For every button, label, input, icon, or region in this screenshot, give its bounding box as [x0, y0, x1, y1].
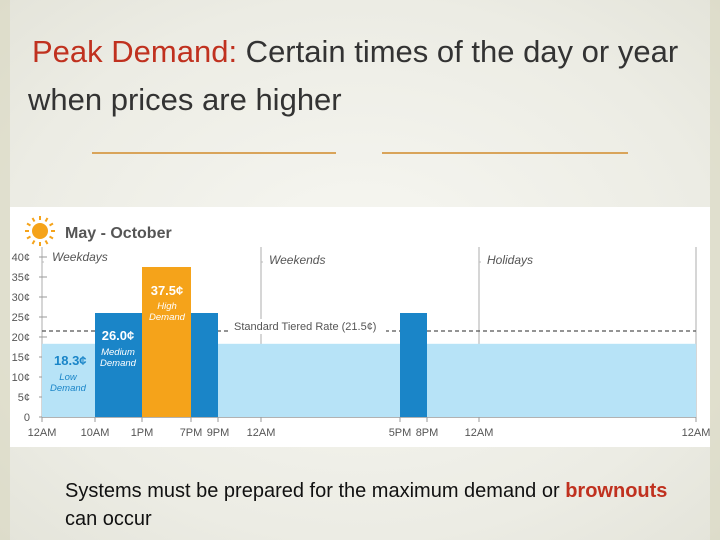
y-tick-label: 0 [24, 412, 30, 424]
slide-edge-right [710, 0, 720, 540]
x-tick-label: 5PM [389, 427, 412, 439]
demand-chart: May - October Weekdays Weekends Holidays 0 5… [12, 216, 710, 439]
demand-bar [142, 267, 191, 417]
demand-bar [191, 313, 218, 417]
y-tick-label: 15¢ [12, 352, 30, 364]
reference-line-label: Standard Tiered Rate (21.5¢) [234, 321, 376, 333]
chart-panel: May - October Weekdays Weekends Holidays 0 5… [10, 207, 710, 447]
x-tick-label: 12AM [682, 427, 710, 439]
section-label: Holidays [487, 253, 533, 267]
y-tick-label: 35¢ [12, 272, 30, 284]
divider-line-left [92, 152, 336, 154]
x-tick-label: 9PM [207, 427, 230, 439]
sun-ray [49, 235, 54, 240]
y-tick-label: 25¢ [12, 312, 30, 324]
x-tick-label: 1PM [131, 427, 154, 439]
sun-ray [44, 217, 49, 222]
sun-ray [49, 222, 54, 227]
bottom-note: Systems must be prepared for the maximum… [65, 477, 705, 533]
bottom-keyword: brownouts [565, 480, 668, 502]
section-label: Weekends [269, 253, 325, 267]
sun-ray [31, 240, 36, 245]
x-tick-label: 8PM [416, 427, 439, 439]
y-tick-label: 5¢ [18, 392, 30, 404]
sun-icon [25, 216, 55, 246]
demand-bar [95, 313, 142, 417]
bottom-text-start: Systems must be prepared for the maximum… [65, 480, 566, 502]
bar-tier-label: Low [59, 372, 78, 383]
sun-ray [31, 217, 36, 222]
bar-tier-label: Medium [101, 347, 135, 358]
sun-ray [44, 240, 49, 245]
x-tick-label: 12AM [465, 427, 494, 439]
divider-line-right [382, 152, 628, 154]
bar-value-label: 18.3¢ [54, 353, 87, 368]
section-label: Weekdays [52, 250, 108, 264]
sun-ray [26, 235, 31, 240]
x-tick-label: 7PM [180, 427, 203, 439]
title-text: Certain times of the day or year when pr… [28, 34, 679, 117]
reference-label-background [230, 319, 386, 334]
y-tick-label: 30¢ [12, 292, 30, 304]
bottom-text-end: can occur [65, 508, 152, 530]
x-tick-label: 12AM [28, 427, 57, 439]
demand-bar [400, 313, 427, 417]
bar-tier-label: Demand [50, 383, 87, 394]
bar-value-label: 37.5¢ [151, 283, 184, 298]
sun-ray [26, 222, 31, 227]
slide-edge-left [0, 0, 10, 540]
chart-title: May - October [65, 225, 172, 242]
x-tick-label: 12AM [247, 427, 276, 439]
y-tick-label: 40¢ [12, 252, 30, 264]
bar-tier-label: Demand [149, 312, 186, 323]
bar-tier-label: High [157, 301, 177, 312]
y-tick-label: 10¢ [12, 372, 30, 384]
x-tick-label: 10AM [81, 427, 110, 439]
bar-tier-label: Demand [100, 358, 137, 369]
y-tick-label: 20¢ [12, 332, 30, 344]
slide-title: Peak Demand: Certain times of the day or… [28, 30, 708, 121]
title-keyword: Peak Demand: [32, 34, 238, 69]
bar-value-label: 26.0¢ [102, 328, 135, 343]
